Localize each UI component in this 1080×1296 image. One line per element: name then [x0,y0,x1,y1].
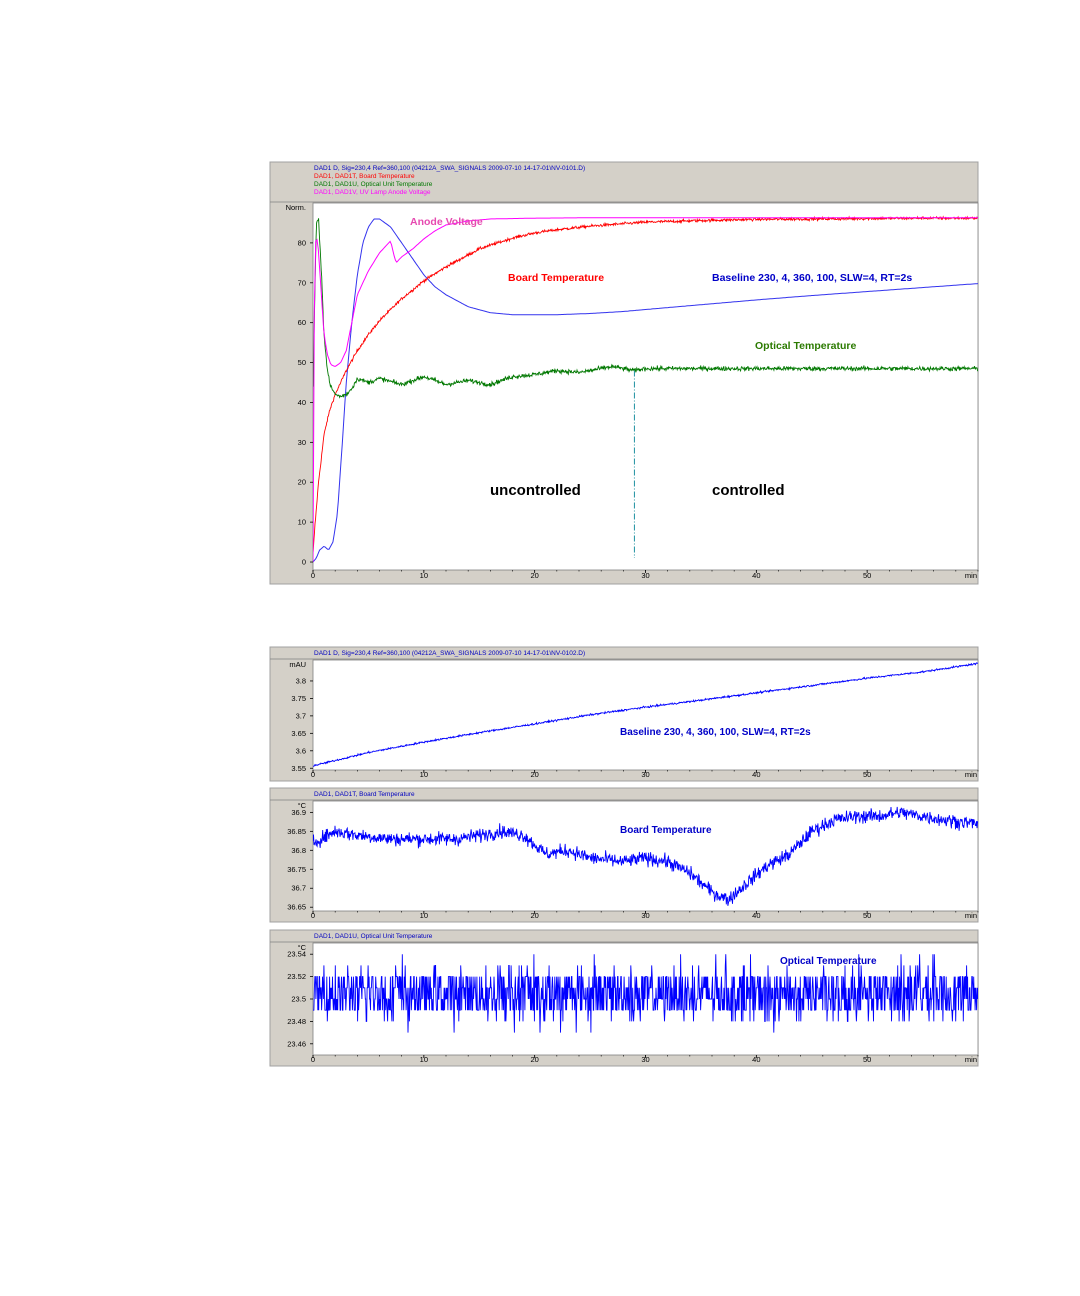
x-tick-label: 20 [530,911,538,920]
x-unit-label: min [965,571,977,580]
y-tick-label: 36.65 [287,903,306,912]
y-tick-label: 60 [298,318,306,327]
x-tick-label: 30 [641,770,649,779]
y-axis-label: mAU [289,660,306,669]
y-tick-label: 80 [298,238,306,247]
y-tick-label: 30 [298,438,306,447]
header-line: DAD1, DAD1V, UV Lamp Anode Voltage [314,189,431,196]
annotation-label: Anode Voltage [410,216,483,228]
header-line: DAD1, DAD1U, Optical Unit Temperature [314,181,433,188]
x-tick-label: 0 [311,911,315,920]
x-tick-label: 20 [530,571,538,580]
y-tick-label: 3.8 [296,676,306,685]
series-line-4 [313,217,978,563]
y-axis-label: °C [298,943,307,952]
series-line-1 [313,806,978,906]
x-tick-label: 50 [863,770,871,779]
y-axis-label: Norm. [286,203,306,212]
y-tick-label: 3.7 [296,711,306,720]
x-tick-label: 40 [752,1055,760,1064]
header-line: DAD1 D, Sig=230,4 Ref=360,100 (04212A_SW… [314,165,585,172]
y-tick-label: 40 [298,398,306,407]
y-tick-label: 3.55 [291,764,306,773]
y-tick-label: 36.7 [291,884,306,893]
annotation-label: Baseline 230, 4, 360, 100, SLW=4, RT=2s [712,272,912,284]
x-tick-label: 40 [752,571,760,580]
y-tick-label: 3.75 [291,694,306,703]
y-tick-label: 23.52 [287,972,306,981]
x-tick-label: 30 [641,571,649,580]
series-line-1 [313,662,978,767]
y-tick-label: 23.48 [287,1017,306,1026]
series-line-2 [313,215,978,554]
y-tick-label: 23.46 [287,1039,306,1048]
y-tick-label: 36.8 [291,846,306,855]
x-tick-label: 0 [311,571,315,580]
x-tick-label: 30 [641,1055,649,1064]
x-tick-label: 40 [752,770,760,779]
x-tick-label: 50 [863,911,871,920]
y-tick-label: 36.9 [291,808,306,817]
y-tick-label: 23.5 [291,995,306,1004]
x-tick-label: 20 [530,770,538,779]
annotation-label: Optical Temperature [780,956,877,967]
plot-area [312,202,979,571]
chart-panel-2: DAD1 D, Sig=230,4 Ref=360,100 (04212A_SW… [269,646,979,782]
x-tick-label: 50 [863,571,871,580]
y-tick-label: 10 [298,518,306,527]
chart-panel-3: DAD1, DAD1T, Board Temperature °C 36.65 36.… [269,787,979,923]
x-unit-label: min [965,1055,977,1064]
y-tick-label: 50 [298,358,306,367]
x-tick-label: 10 [420,1055,428,1064]
series-line-1 [313,218,978,563]
annotation-label: Baseline 230, 4, 360, 100, SLW=4, RT=2s [620,727,811,738]
y-tick-label: 3.6 [296,746,306,755]
x-tick-label: 40 [752,911,760,920]
y-tick-label: 23.54 [287,950,306,959]
y-tick-label: 3.65 [291,729,306,738]
chart-panel-4: DAD1, DAD1U, Optical Unit Temperature°C2… [269,929,979,1067]
x-tick-label: 10 [420,571,428,580]
x-tick-label: 10 [420,770,428,779]
header-line: DAD1, DAD1T, Board Temperature [314,173,415,180]
x-unit-label: min [965,770,977,779]
x-tick-label: 50 [863,1055,871,1064]
x-tick-label: 30 [641,911,649,920]
y-tick-label: 20 [298,478,306,487]
x-tick-label: 10 [420,911,428,920]
y-tick-label: 0 [302,558,306,567]
annotation-label: Board Temperature [620,825,712,836]
chart-panel-1: DAD1 D, Sig=230,4 Ref=360,100 (04212A_SW… [269,161,979,585]
y-axis-label: °C [298,801,307,810]
annotation-label: uncontrolled [490,482,581,499]
series-line-1 [313,954,978,1033]
x-tick-label: 0 [311,1055,315,1064]
y-tick-label: 70 [298,278,306,287]
x-tick-label: 20 [530,1055,538,1064]
annotation-label: Board Temperature [508,272,604,284]
series-line-3 [313,218,978,399]
annotation-label: Optical Temperature [755,340,856,352]
header-line: DAD1, DAD1U, Optical Unit Temperature [314,933,433,940]
x-unit-label: min [965,911,977,920]
x-tick-label: 0 [311,770,315,779]
y-tick-label: 36.85 [287,827,306,836]
header-line: DAD1, DAD1T, Board Temperature [314,791,415,798]
header-line: DAD1 D, Sig=230,4 Ref=360,100 (04212A_SW… [314,650,585,657]
annotation-label: controlled [712,482,785,499]
y-tick-label: 36.75 [287,865,306,874]
